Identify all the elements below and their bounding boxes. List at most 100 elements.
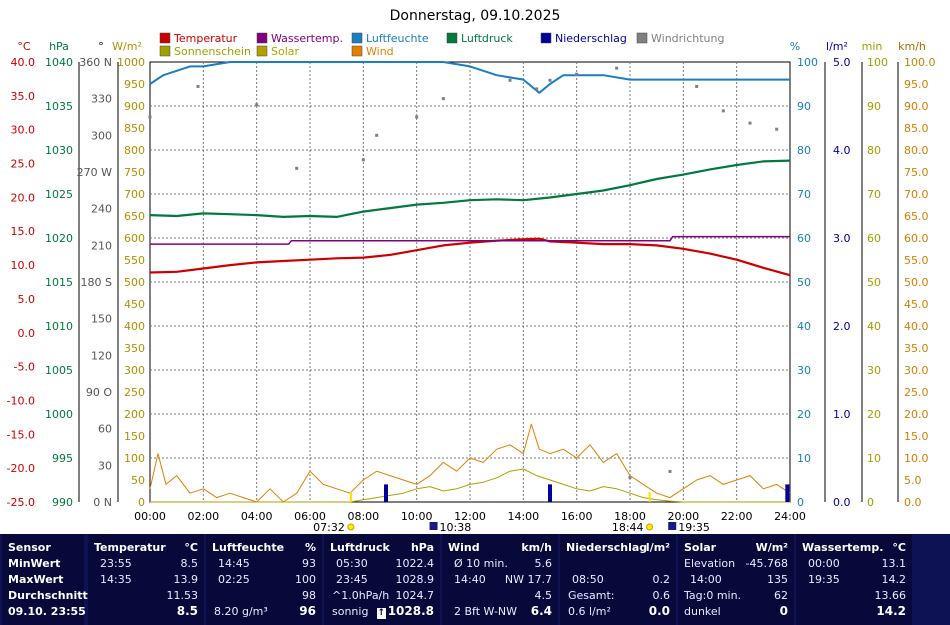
press-unit: hPa	[410, 541, 434, 554]
pressure-tick-label: 1025	[45, 188, 73, 201]
rain-tick-label: 2.0	[833, 320, 851, 333]
wind-unit: km/h	[521, 541, 552, 554]
temp-header: Temperatur	[94, 541, 166, 554]
solar-tick-label: 0	[138, 496, 145, 509]
rain-unit-label: l/m²	[826, 40, 848, 53]
wind-tick-label: 5.0	[904, 474, 922, 487]
chart-title: Donnerstag, 09.10.2025	[390, 8, 561, 24]
pressure-tick-label: 995	[52, 452, 73, 465]
pressure-tick-label: 1040	[45, 56, 73, 69]
humidity-tick-label: 60	[797, 232, 811, 245]
legend-swatch	[540, 32, 552, 44]
wind-direction-point	[615, 66, 619, 70]
sunset-icon	[646, 523, 654, 531]
solar-tick-label: 300	[124, 364, 145, 377]
dir-unit-label: °	[98, 40, 104, 53]
wind-avg-label: Ø 10 min.	[454, 557, 508, 570]
rain-bar	[548, 484, 552, 502]
x-tick-label: 04:00	[241, 510, 273, 523]
solar-tick-label: 700	[124, 188, 145, 201]
rain-day: 0.6 l/m²	[568, 605, 611, 618]
rain-tick-label: 4.0	[833, 144, 851, 157]
moon-icon	[429, 522, 438, 530]
hum-current: 96	[299, 604, 316, 618]
solar-tick-label: 750	[124, 166, 145, 179]
hum-min-time: 14:45	[218, 557, 250, 570]
wind-direction-point	[695, 84, 699, 88]
temp-min-value: 8.5	[180, 557, 199, 570]
sunshine-tick-label: 10	[867, 452, 881, 465]
press-current: ↑ 1028.8	[376, 603, 434, 620]
wind-direction-point	[361, 158, 365, 162]
x-tick-label: 10:00	[401, 510, 433, 523]
legend-swatch	[636, 32, 648, 44]
solar-day-label: Tag:0 min.	[684, 589, 742, 602]
wind-tick-label: 25.0	[904, 386, 929, 399]
current-label: 09.10. 23:55	[8, 605, 86, 618]
pressure-tick-label: 1010	[45, 320, 73, 333]
water-header: Wassertemp.	[802, 541, 884, 554]
sunrise-time: 07:32	[313, 521, 345, 534]
axis-units: °C hPa ° W/m²% l/m² min km/h	[17, 40, 926, 53]
solar-tick-label: 850	[124, 122, 145, 135]
temp-tick-label: 5.0	[18, 293, 36, 306]
legend-swatch	[446, 32, 458, 44]
hum-abs: 8.20 g/m³	[214, 605, 268, 618]
temp-tick-label: 20.0	[11, 191, 36, 204]
x-tick-label: 24:00	[774, 510, 806, 523]
solar-tick-label: 1000	[117, 56, 145, 69]
solar-tick-label: 600	[124, 232, 145, 245]
hum-avg: 98	[302, 589, 316, 602]
solar-elev-value: -45.768	[745, 557, 788, 570]
press-current-value: 1028.8	[387, 604, 434, 618]
wind-max-value: NW 17.7	[504, 573, 552, 586]
solar-tick-label: 550	[124, 254, 145, 267]
press-unit-label: hPa	[49, 40, 69, 53]
hum-min-value: 93	[302, 557, 316, 570]
wind-avg-value: 5.6	[534, 557, 553, 570]
solar-tick-label: 350	[124, 342, 145, 355]
moon-icon	[668, 522, 677, 530]
temp-max-value: 13.9	[173, 573, 199, 586]
water-current: 14.2	[876, 604, 906, 618]
water-min-value: 13.1	[881, 557, 907, 570]
wind-current: 6.4	[530, 604, 552, 618]
wind-tick-label: 20.0	[904, 408, 929, 421]
x-tick-label: 00:00	[134, 510, 166, 523]
pressure-tick-label: 990	[52, 496, 73, 509]
solar-tick-label: 800	[124, 144, 145, 157]
x-tick-label: 06:00	[294, 510, 326, 523]
direction-tick-label: 330	[91, 93, 112, 106]
wind-tick-label: 95.0	[904, 78, 929, 91]
wind-line	[149, 423, 791, 503]
wind-tick-label: 70.0	[904, 188, 929, 201]
solar-current: 0	[779, 604, 788, 618]
chart-grid	[149, 61, 791, 503]
solar-tick-label: 50	[131, 474, 145, 487]
direction-tick-label: 0 N	[93, 496, 112, 509]
rain-bar	[785, 484, 790, 502]
rain-last-value: 0.2	[652, 573, 671, 586]
direction-tick-label: 360 N	[79, 56, 112, 69]
sunshine-tick-label: 80	[867, 144, 881, 157]
temp-tick-label: 40.0	[11, 56, 36, 69]
press-min-value: 1022.4	[395, 557, 435, 570]
temp-tick-label: 0.0	[18, 327, 36, 340]
solar-elev-label: Elevation	[684, 557, 736, 570]
sec-pressure: Luftdruck hPa 05:30 1022.4 23:45 1028.9 …	[324, 534, 440, 625]
wind-direction-point	[668, 469, 672, 473]
humidity-tick-label: 40	[797, 320, 811, 333]
solar-tick-label: 950	[124, 78, 145, 91]
legend-swatch	[159, 32, 171, 44]
sunset-time: 18:44	[612, 521, 644, 534]
solar-tick-label: 200	[124, 408, 145, 421]
humidity-tick-label: 0	[797, 496, 804, 509]
temperature-line	[149, 237, 791, 277]
press-trend-label: ^1.0hPa/h	[332, 589, 390, 602]
wind-tick-label: 100.0	[904, 56, 936, 69]
wind-tick-label: 90.0	[904, 100, 929, 113]
direction-tick-label: 210	[91, 239, 112, 252]
legend-label: Luftdruck	[461, 32, 513, 45]
solar-tick-label: 100	[124, 452, 145, 465]
temp-tick-label: 35.0	[11, 90, 36, 103]
